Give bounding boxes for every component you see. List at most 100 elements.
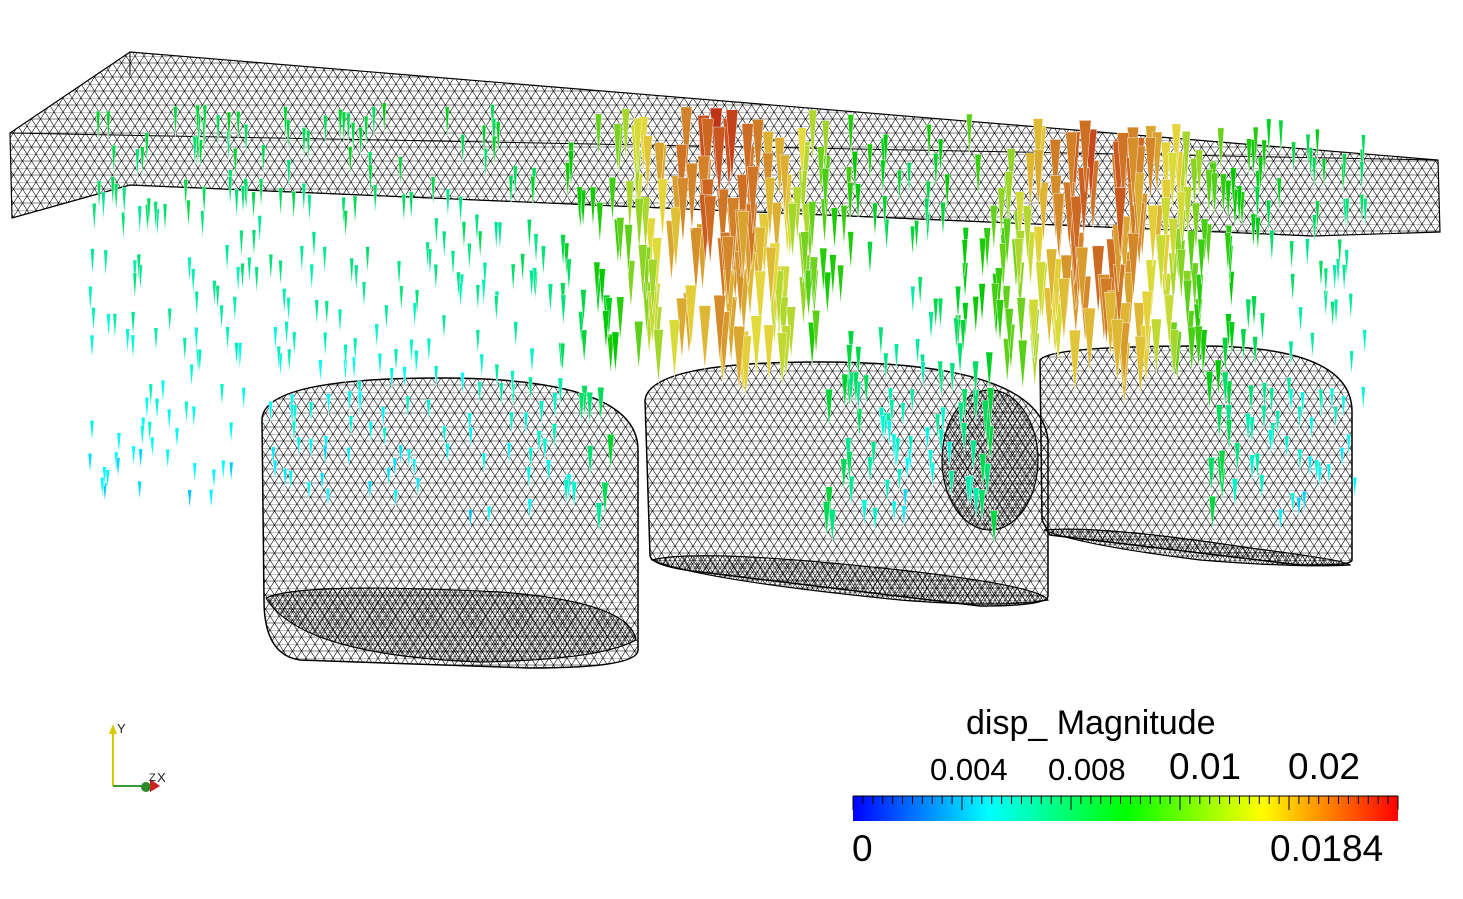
displacement-arrow (1222, 337, 1229, 374)
displacement-arrow (282, 468, 288, 488)
displacement-arrow (365, 246, 370, 274)
displacement-arrow (212, 280, 217, 307)
displacement-arrow (481, 279, 486, 306)
displacement-arrow (1317, 466, 1323, 488)
displacement-arrow (626, 260, 636, 309)
displacement-arrow (101, 191, 106, 221)
displacement-arrow (1197, 238, 1206, 285)
displacement-arrow (291, 191, 296, 221)
displacement-arrow (1333, 299, 1339, 326)
displacement-arrow (1214, 359, 1222, 397)
displacement-arrow (323, 332, 328, 357)
displacement-arrow (1245, 298, 1252, 332)
displacement-arrow (752, 119, 764, 187)
displacement-arrow (1277, 509, 1283, 531)
displacement-arrow (542, 437, 548, 463)
displacement-arrow (1284, 435, 1290, 460)
displacement-arrow (979, 453, 987, 488)
displacement-arrow (398, 156, 403, 187)
displacement-arrow (377, 353, 383, 377)
displacement-arrow (536, 430, 542, 455)
displacement-arrow (496, 121, 501, 155)
displacement-arrow (90, 248, 95, 276)
displacement-arrow (908, 435, 914, 460)
displacement-arrow (557, 377, 564, 406)
displacement-arrow (1114, 187, 1127, 256)
displacement-arrow (526, 219, 532, 250)
displacement-arrow (284, 321, 289, 347)
displacement-arrow (965, 476, 972, 506)
displacement-arrow (254, 266, 259, 294)
displacement-arrow (779, 154, 790, 214)
displacement-arrow (530, 176, 536, 209)
displacement-arrow (110, 176, 116, 207)
displacement-arrow (240, 185, 246, 215)
displacement-arrow (986, 387, 995, 426)
displacement-arrow (240, 263, 245, 290)
displacement-arrow (1127, 137, 1139, 206)
displacement-arrow (983, 463, 991, 498)
displacement-arrow (1211, 172, 1219, 217)
displacement-arrow (634, 198, 644, 251)
displacement-arrow (450, 250, 456, 278)
displacement-arrow (1240, 328, 1247, 362)
displacement-arrow (576, 186, 583, 224)
displacement-arrow (132, 272, 138, 300)
displacement-arrow (1065, 131, 1078, 201)
displacement-arrow (292, 404, 298, 427)
displacement-arrow (972, 360, 979, 396)
displacement-arrow (1169, 329, 1179, 380)
displacement-arrow (103, 249, 108, 277)
displacement-arrow (458, 282, 463, 309)
displacement-arrow (173, 106, 178, 139)
displacement-arrow (880, 159, 886, 195)
displacement-arrow (1218, 450, 1226, 483)
displacement-arrow (878, 326, 884, 357)
displacement-arrow (197, 349, 203, 374)
displacement-arrow (350, 122, 356, 154)
axis-label-x: X (157, 770, 166, 785)
displacement-arrow (653, 329, 664, 384)
displacement-arrow (474, 214, 480, 243)
displacement-arrow (87, 453, 93, 474)
displacement-arrow (933, 298, 939, 329)
displacement-arrow (527, 498, 533, 520)
displacement-arrow (475, 284, 481, 311)
displacement-arrow (1127, 233, 1140, 298)
displacement-arrow (846, 182, 854, 223)
displacement-arrow (675, 144, 688, 211)
displacement-arrow (381, 102, 387, 135)
displacement-arrow (239, 230, 244, 258)
displacement-arrow (358, 126, 363, 159)
displacement-arrow (1068, 329, 1081, 393)
displacement-arrow (867, 456, 873, 484)
displacement-arrow (589, 186, 597, 227)
displacement-arrow (227, 176, 233, 206)
displacement-arrow (847, 114, 854, 157)
displacement-arrow (1305, 133, 1311, 167)
displacement-arrow (1352, 477, 1358, 498)
displacement-arrow (972, 296, 980, 334)
legend-minor-ticks (852, 796, 1399, 810)
displacement-arrow (1168, 218, 1178, 273)
displacement-arrow (273, 326, 278, 352)
displacement-arrow (958, 401, 965, 433)
displacement-arrow (825, 389, 833, 427)
displacement-arrow (1361, 134, 1366, 167)
displacement-arrow (147, 421, 152, 443)
displacement-arrow (867, 143, 873, 182)
displacement-arrow (1234, 442, 1241, 473)
displacement-arrow (1250, 213, 1257, 249)
displacement-arrow (112, 313, 118, 339)
displacement-arrow (1076, 247, 1089, 314)
displacement-arrow (1310, 332, 1315, 359)
displacement-arrow (398, 444, 403, 466)
displacement-arrow (192, 136, 198, 167)
displacement-arrow (902, 488, 908, 511)
legend-min-label: 0 (852, 828, 873, 869)
displacement-arrow (174, 427, 180, 449)
displacement-arrow (1187, 326, 1196, 372)
displacement-arrow (893, 343, 900, 371)
